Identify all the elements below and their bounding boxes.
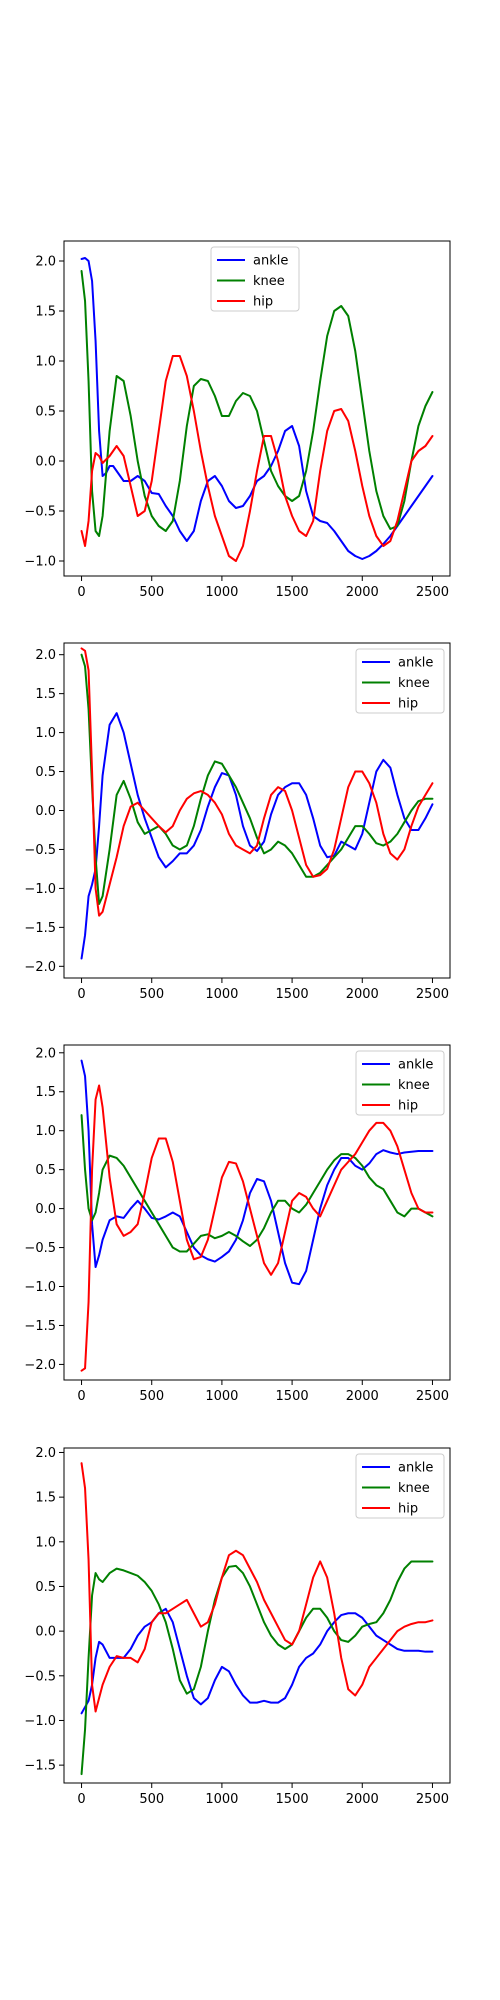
y-tick-label: 0.0	[35, 1202, 56, 1217]
axes-frame	[63, 240, 451, 577]
knee-line	[80, 653, 434, 905]
axes-frame	[63, 1447, 451, 1784]
x-tick-label: 500	[139, 987, 164, 1002]
y-tick-label: −0.5	[24, 505, 56, 520]
hip-line	[80, 647, 434, 917]
y-tick-label: −1.0	[24, 555, 56, 570]
knee-line	[80, 1114, 434, 1253]
legend-label-knee: knee	[398, 1481, 430, 1496]
legend-label-knee: knee	[253, 274, 285, 289]
legend-label-knee: knee	[398, 1078, 430, 1093]
y-tick-label: 2.0	[35, 1446, 56, 1461]
x-tick-label: 500	[139, 1389, 164, 1404]
hip-line	[80, 1084, 434, 1372]
y-tick-label: −0.5	[24, 1669, 56, 1684]
y-tick-label: −1.5	[24, 1759, 56, 1774]
y-tick-label: 2.0	[35, 1046, 56, 1061]
y-tick-label: −2.0	[24, 960, 56, 975]
chart-panel-1: 0 500 1000 1500 2000 2500 −1.0 −0.5 0.0 0.5 1.0 1.5…	[24, 240, 451, 600]
x-tick-label: 1500	[276, 1389, 309, 1404]
y-tick-label: −1.0	[24, 882, 56, 897]
y-tick-label: 0.5	[35, 1163, 56, 1178]
x-tick-label: 2000	[346, 1792, 379, 1807]
legend: ankle knee hip	[355, 1453, 445, 1519]
x-tick-label: 1500	[276, 585, 309, 600]
legend-box	[210, 246, 300, 312]
legend-label-hip: hip	[398, 1502, 418, 1517]
legend-label-ankle: ankle	[398, 656, 433, 671]
x-tick-label: 2500	[416, 987, 449, 1002]
x-tick-label: 0	[77, 1389, 85, 1404]
y-tick-label: 1.0	[35, 726, 56, 741]
y-tick-label: 2.0	[35, 255, 56, 270]
x-tick-label: 2000	[346, 987, 379, 1002]
y-tick-label: 1.0	[35, 1535, 56, 1550]
y-tick-label: 0.5	[35, 765, 56, 780]
y-tick-label: 1.5	[35, 687, 56, 702]
axes-frame	[63, 1044, 451, 1381]
legend-label-ankle: ankle	[398, 1058, 433, 1073]
y-tick-label: −1.5	[24, 1319, 56, 1334]
ankle-line	[80, 712, 434, 960]
hip-line	[80, 355, 434, 562]
legend-label-hip: hip	[398, 697, 418, 712]
ankle-line	[80, 257, 434, 560]
x-tick-label: 2500	[416, 1792, 449, 1807]
y-tick-label: 1.5	[35, 1085, 56, 1100]
legend-box	[355, 648, 445, 714]
legend: ankle knee hip	[355, 1050, 445, 1116]
x-tick-label: 0	[77, 585, 85, 600]
y-tick-label: 1.5	[35, 305, 56, 320]
y-tick-label: −1.5	[24, 921, 56, 936]
x-tick-label: 2000	[346, 1389, 379, 1404]
y-tick-label: 0.5	[35, 405, 56, 420]
y-tick-label: 2.0	[35, 648, 56, 663]
x-tick-label: 2500	[416, 1389, 449, 1404]
legend-box	[355, 1050, 445, 1116]
y-tick-label: −1.0	[24, 1280, 56, 1295]
chart-panel-4: 0 500 1000 1500 2000 2500 −1.5 −1.0 −0.5 0.0 0.5 1.…	[24, 1446, 451, 1807]
legend-label-hip: hip	[253, 295, 273, 310]
legend-label-ankle: ankle	[253, 254, 288, 269]
legend-label-knee: knee	[398, 676, 430, 691]
x-tick-label: 500	[139, 1792, 164, 1807]
chart-panel-2: 0 500 1000 1500 2000 2500 −2.0 −1.5 −1.0 −0.5 0.0 0…	[24, 642, 451, 1002]
legend-label-hip: hip	[398, 1099, 418, 1114]
x-tick-label: 2500	[416, 585, 449, 600]
x-tick-label: 1000	[205, 1792, 238, 1807]
knee-line	[80, 1560, 434, 1776]
y-tick-label: 1.0	[35, 1124, 56, 1139]
y-tick-label: 0.5	[35, 1580, 56, 1595]
x-tick-label: 2000	[346, 585, 379, 600]
y-tick-label: 1.0	[35, 355, 56, 370]
y-tick-label: 0.0	[35, 804, 56, 819]
y-tick-label: 0.0	[35, 1625, 56, 1640]
ankle-line	[80, 1059, 434, 1286]
hip-line	[80, 1462, 434, 1713]
x-tick-label: 500	[139, 585, 164, 600]
x-tick-label: 1000	[205, 585, 238, 600]
y-tick-label: −2.0	[24, 1358, 56, 1373]
legend-label-ankle: ankle	[398, 1461, 433, 1476]
x-tick-label: 1500	[276, 987, 309, 1002]
y-tick-label: 1.5	[35, 1491, 56, 1506]
y-tick-label: −0.5	[24, 843, 56, 858]
y-tick-label: −0.5	[24, 1241, 56, 1256]
legend: ankle knee hip	[355, 648, 445, 714]
x-tick-label: 1000	[205, 1389, 238, 1404]
knee-line	[80, 270, 434, 537]
x-tick-label: 1000	[205, 987, 238, 1002]
x-tick-label: 0	[77, 987, 85, 1002]
chart-panel-3: 0 500 1000 1500 2000 2500 −2.0 −1.5 −1.0 −0.5 0.0 0…	[24, 1044, 451, 1404]
x-tick-label: 1500	[276, 1792, 309, 1807]
legend-box	[355, 1453, 445, 1519]
legend: ankle knee hip	[210, 246, 300, 312]
y-tick-label: 0.0	[35, 455, 56, 470]
x-tick-label: 0	[77, 1792, 85, 1807]
y-tick-label: −1.0	[24, 1714, 56, 1729]
